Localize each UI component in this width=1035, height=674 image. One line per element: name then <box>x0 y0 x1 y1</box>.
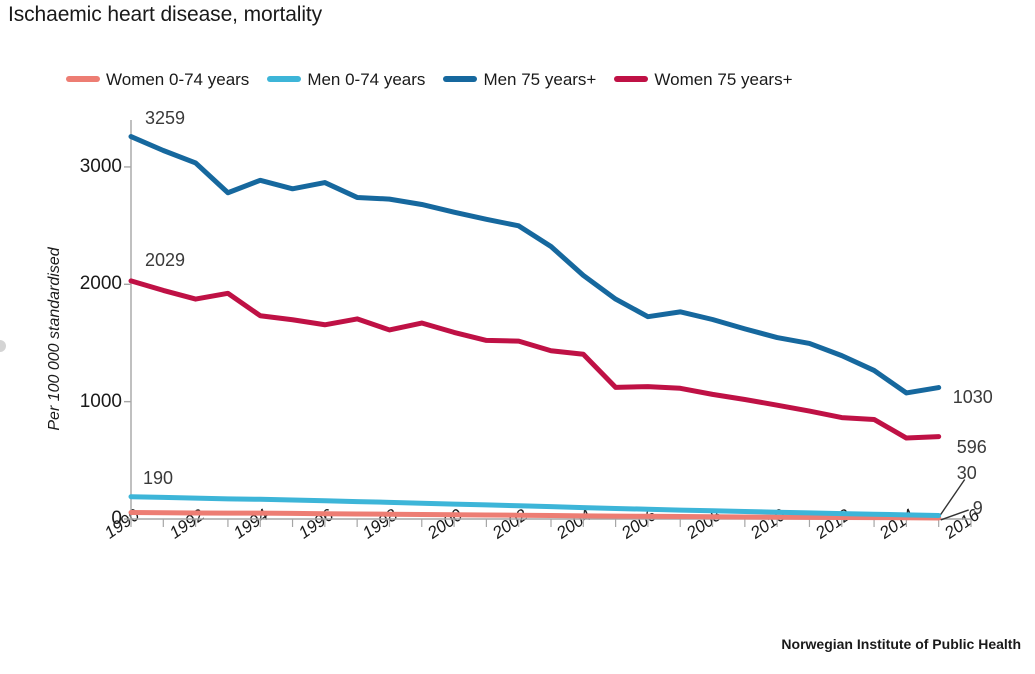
y-tick-label: 0 <box>111 508 122 529</box>
legend-item[interactable]: Men 0-74 years <box>267 71 425 88</box>
data-label-women-75-end: 596 <box>956 437 987 458</box>
legend-swatch-icon <box>614 76 649 82</box>
chart-legend: Women 0-74 years Men 0-74 years Men 75 yea… <box>66 68 793 90</box>
y-tick-label: 2000 <box>79 273 122 295</box>
series-lines-svg <box>124 120 972 527</box>
source-attribution: Norwegian Institute of Public Health <box>781 636 1021 652</box>
series-line <box>128 494 942 518</box>
data-label-men-0-74-end: 30 <box>956 463 977 484</box>
data-label-men-75-start: 3259 <box>145 107 186 128</box>
legend-swatch-icon <box>66 76 100 82</box>
data-label-men-75-end: 1030 <box>952 387 993 408</box>
legend-item[interactable]: Women 75 years+ <box>614 69 793 89</box>
data-label-women-0-74-end: 9 <box>972 497 983 518</box>
edge-marker-decoration <box>0 340 6 352</box>
legend-item-label: Women 0-74 years <box>106 69 250 89</box>
legend-item-label: Men 75 years+ <box>483 69 597 89</box>
legend-swatch-icon <box>443 76 478 82</box>
chart-title: Ischaemic heart disease, mortality <box>8 3 323 26</box>
y-axis-tick-labels: 0 1000 2000 3000 <box>50 0 122 674</box>
data-label-men-0-74-start: 190 <box>143 467 174 488</box>
data-label-women-75-start: 2029 <box>145 249 186 270</box>
y-tick-label: 3000 <box>79 155 122 177</box>
leader-line-women-0-74 <box>940 509 969 521</box>
legend-item[interactable]: Men 75 years+ <box>443 71 596 88</box>
legend-swatch-icon <box>267 76 302 82</box>
series-line <box>128 134 942 396</box>
leader-line-men-0-74 <box>940 479 966 515</box>
legend-item-label: Men 0-74 years <box>307 69 426 89</box>
series-line <box>128 278 942 441</box>
legend-item[interactable]: Women 0-74 years <box>66 71 249 88</box>
y-tick-label: 1000 <box>79 390 122 412</box>
legend-item-label: Women 75 years+ <box>654 69 793 89</box>
plot-area <box>124 120 972 527</box>
series-line <box>128 510 942 521</box>
